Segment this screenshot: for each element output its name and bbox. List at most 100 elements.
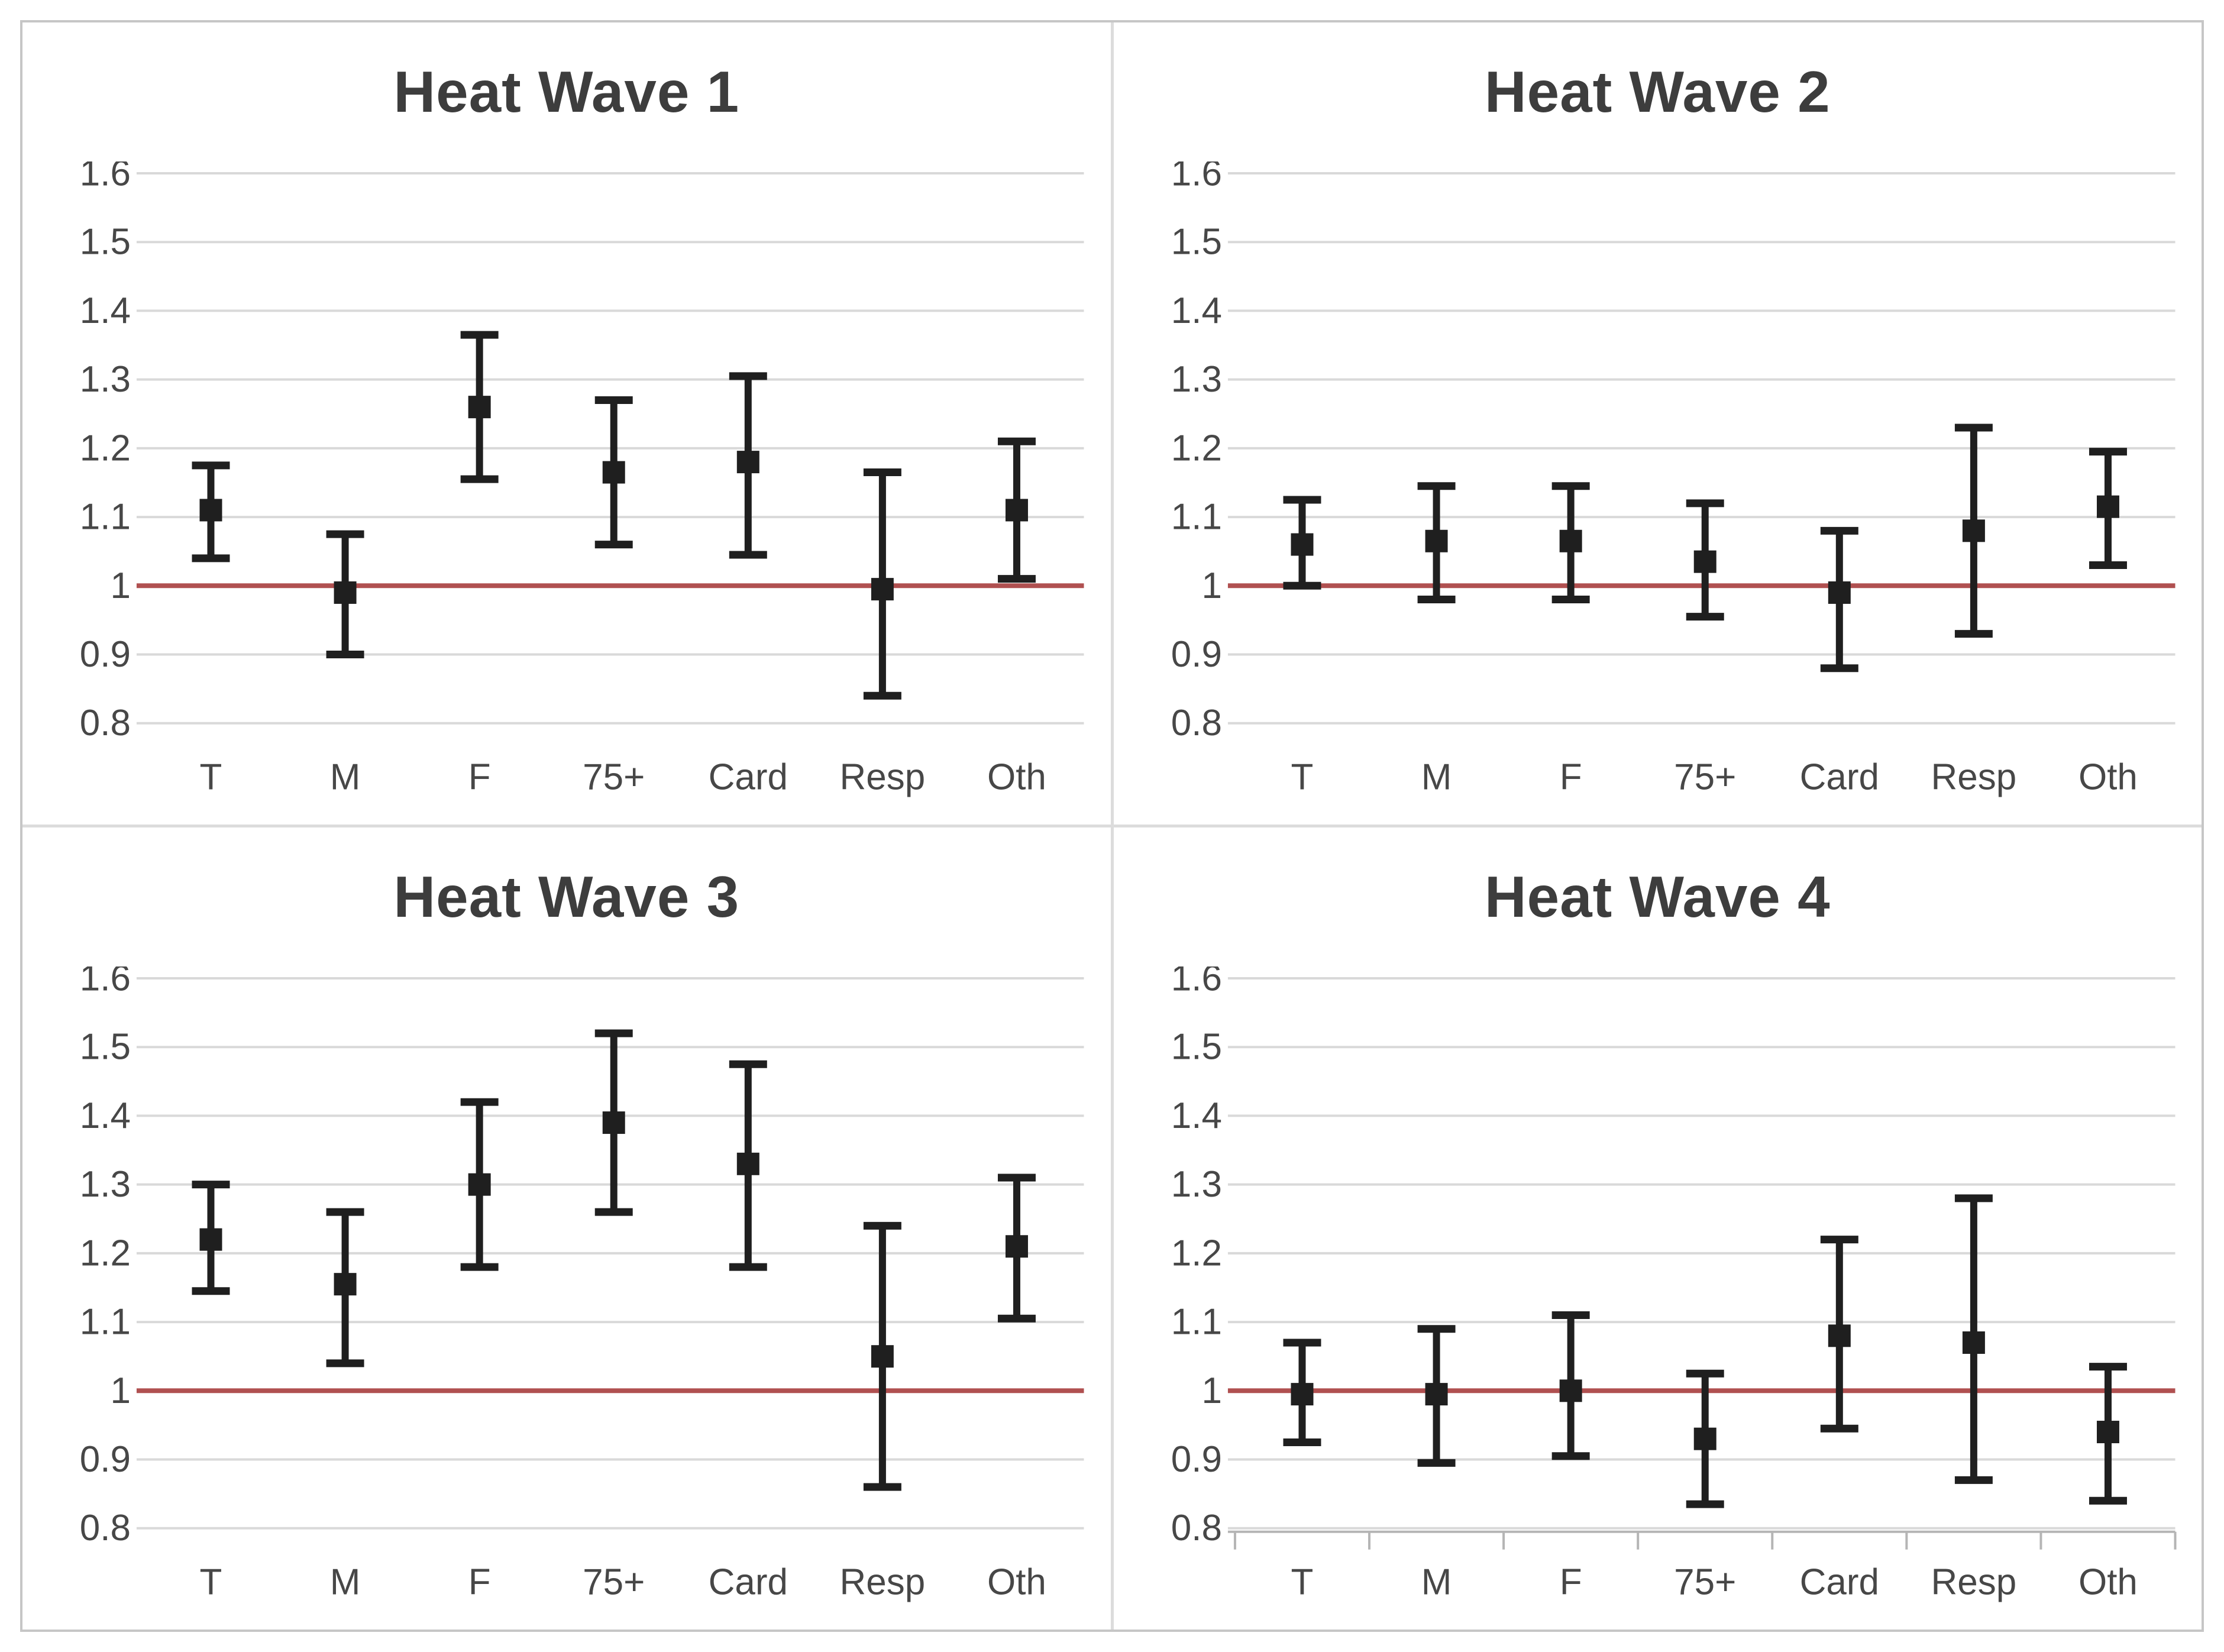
y-axis-tick-label: 1.5 <box>80 1027 131 1068</box>
error-bar-chart-heat-wave-4: 1.6 1.5 1.4 1.3 1.2 1.1 1 0.9 0.8 T M F 75+ Card Resp O… <box>1171 966 2177 1603</box>
point-marker <box>1828 1324 1851 1347</box>
y-axis-tick-label: 1 <box>110 565 130 606</box>
x-axis-category-label: F <box>1559 1562 1582 1603</box>
x-axis-category-label: M <box>1421 757 1452 798</box>
point-marker <box>1290 1383 1313 1406</box>
point-marker <box>334 581 357 604</box>
y-axis-tick-label: 0.9 <box>80 634 131 675</box>
point-marker <box>1425 529 1448 552</box>
heat-wave-3-panel: Heat Wave 3 1.6 1.5 1.4 1.3 1.2 1.1 1 0.9 0.8 T M F… <box>22 827 1111 1630</box>
point-marker <box>1005 1235 1028 1258</box>
y-axis-tick-label: 1.5 <box>1171 1027 1221 1068</box>
point-marker <box>736 451 759 474</box>
x-axis-category-label: M <box>330 757 361 798</box>
chart-title-heat-wave-1: Heat Wave 1 <box>393 59 740 124</box>
y-axis-tick-label: 1.3 <box>1171 1164 1221 1205</box>
x-axis-category-label: T <box>200 1562 222 1603</box>
y-axis-tick-label: 0.9 <box>1171 634 1221 675</box>
y-axis-tick-label: 1.6 <box>80 966 131 998</box>
y-axis-tick-label: 1.2 <box>80 1233 131 1273</box>
y-axis-tick-label: 0.9 <box>80 1439 131 1480</box>
point-marker <box>199 1228 222 1251</box>
x-axis-category-label: Resp <box>1931 757 2016 798</box>
heat-wave-2-panel: Heat Wave 2 1.6 1.5 1.4 1.3 1.2 1.1 1 0.9 0.8 T M F… <box>1113 22 2202 825</box>
y-axis-tick-label: 1.3 <box>80 359 131 400</box>
chart-title-heat-wave-2: Heat Wave 2 <box>1484 59 1831 124</box>
point-marker <box>1005 499 1028 522</box>
y-axis-tick-label: 1.2 <box>80 428 131 468</box>
x-axis-category-label: Oth <box>987 1562 1046 1603</box>
x-axis-category-label: Oth <box>2078 757 2138 798</box>
error-bar-chart-heat-wave-3: 1.6 1.5 1.4 1.3 1.2 1.1 1 0.9 0.8 T M F 75+ Card Resp O… <box>80 966 1084 1603</box>
x-axis-category-label: 75+ <box>1674 1562 1736 1603</box>
x-axis-category-label: Resp <box>1931 1562 2016 1603</box>
x-axis-category-label: 75+ <box>1674 757 1736 798</box>
point-marker <box>1559 1379 1582 1402</box>
point-marker <box>2096 1421 2119 1444</box>
y-axis-tick-label: 1.5 <box>80 222 131 263</box>
y-axis-tick-label: 1.1 <box>80 1302 131 1343</box>
y-axis-tick-label: 1 <box>110 1370 130 1411</box>
x-axis-category-label: Card <box>1799 757 1879 798</box>
x-axis-category-label: Card <box>709 757 788 798</box>
x-axis-category-label: Resp <box>840 1562 926 1603</box>
y-axis-tick-label: 1.6 <box>1171 161 1221 193</box>
point-marker <box>1425 1383 1448 1406</box>
y-axis-tick-label: 0.9 <box>1171 1439 1221 1480</box>
x-axis-category-label: M <box>330 1562 361 1603</box>
point-marker <box>468 1173 491 1196</box>
point-marker <box>1290 533 1313 556</box>
x-axis-category-label: Card <box>1799 1562 1879 1603</box>
point-marker <box>334 1273 357 1296</box>
x-axis-category-label: Resp <box>840 757 926 798</box>
point-marker <box>602 1111 625 1134</box>
x-axis-category-label: Oth <box>987 757 1046 798</box>
chart-title-heat-wave-4: Heat Wave 4 <box>1484 864 1831 929</box>
y-axis-tick-label: 1.2 <box>1171 1233 1221 1273</box>
x-axis-category-label: T <box>1291 757 1313 798</box>
y-axis-tick-label: 1.6 <box>1171 966 1221 998</box>
x-axis-category-label: T <box>1291 1562 1313 1603</box>
chart-grid: Heat Wave 1 1.6 1.5 1.4 1.3 1.2 1.1 1 0.9 0.8 T M F… <box>20 20 2204 1632</box>
y-axis-tick-label: 1.3 <box>1171 359 1221 400</box>
y-axis-tick-label: 1.4 <box>1171 1095 1221 1136</box>
y-axis-tick-label: 1.1 <box>1171 497 1221 538</box>
chart-title-heat-wave-3: Heat Wave 3 <box>393 864 740 929</box>
heat-wave-4-panel: Heat Wave 4 1.6 1.5 1.4 1.3 1.2 1.1 1 0.9 0.8 T M F… <box>1113 827 2202 1630</box>
error-bar-chart-heat-wave-1: 1.6 1.5 1.4 1.3 1.2 1.1 1 0.9 0.8 T M F 75+ Card Resp O… <box>80 161 1084 798</box>
x-axis-category-label: 75+ <box>583 757 645 798</box>
point-marker <box>2096 495 2119 518</box>
y-axis-tick-label: 0.8 <box>80 1508 131 1548</box>
y-axis-tick-label: 1.6 <box>80 161 131 193</box>
y-axis-tick-label: 1.1 <box>80 497 131 538</box>
point-marker <box>199 499 222 522</box>
point-marker <box>1693 1427 1717 1450</box>
y-axis-tick-label: 1.4 <box>80 290 131 331</box>
point-marker <box>871 578 894 601</box>
x-axis-category-label: M <box>1421 1562 1452 1603</box>
point-marker <box>1962 519 1985 542</box>
point-marker <box>736 1152 759 1175</box>
y-axis-tick-label: 1.5 <box>1171 222 1221 263</box>
y-axis-tick-label: 1.4 <box>80 1095 131 1136</box>
x-axis-category-label: Oth <box>2078 1562 2138 1603</box>
y-axis-tick-label: 0.8 <box>1171 703 1221 743</box>
y-axis-tick-label: 1 <box>1201 1370 1221 1411</box>
point-marker <box>1693 550 1717 573</box>
y-axis-tick-label: 1.4 <box>1171 290 1221 331</box>
point-marker <box>1559 529 1582 552</box>
error-bar-chart-heat-wave-2: 1.6 1.5 1.4 1.3 1.2 1.1 1 0.9 0.8 T M F 75+ Card Resp O… <box>1171 161 2175 798</box>
x-axis-category-label: Card <box>709 1562 788 1603</box>
heat-wave-1-panel: Heat Wave 1 1.6 1.5 1.4 1.3 1.2 1.1 1 0.9 0.8 T M F… <box>22 22 1111 825</box>
y-axis-tick-label: 1 <box>1201 565 1221 606</box>
y-axis-tick-label: 0.8 <box>1171 1508 1221 1548</box>
x-axis-category-label: F <box>1559 757 1582 798</box>
y-axis-tick-label: 1.1 <box>1171 1302 1221 1343</box>
x-axis-category-label: F <box>468 757 491 798</box>
point-marker <box>602 461 625 484</box>
y-axis-tick-label: 1.3 <box>80 1164 131 1205</box>
x-axis-category-label: 75+ <box>583 1562 645 1603</box>
point-marker <box>1828 581 1851 604</box>
point-marker <box>468 396 491 419</box>
x-axis-category-label: T <box>200 757 222 798</box>
